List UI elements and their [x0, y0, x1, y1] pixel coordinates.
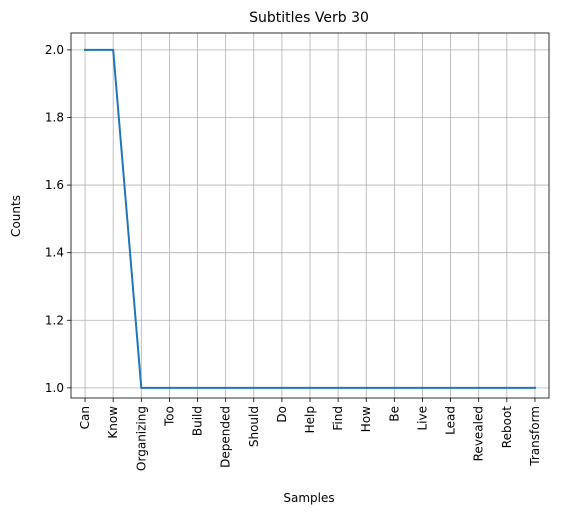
data-point: [140, 386, 143, 389]
y-tick-label: 1.6: [45, 178, 64, 192]
x-tick-label: Depended: [219, 406, 233, 468]
data-point: [477, 386, 480, 389]
data-point: [365, 386, 368, 389]
x-tick-label: Can: [78, 406, 92, 429]
x-axis-title: Samples: [283, 491, 334, 505]
data-point: [196, 386, 199, 389]
data-point: [337, 386, 340, 389]
x-axis-ticks: Can Know Organizing Too Build Depended Should D…: [78, 398, 542, 471]
data-point: [393, 386, 396, 389]
data-point: [533, 386, 536, 389]
x-tick-label: Help: [303, 406, 317, 433]
grid: [71, 33, 549, 398]
y-tick-label: 2.0: [45, 43, 64, 57]
x-tick-label: How: [359, 406, 373, 432]
y-tick-label: 1.4: [45, 246, 64, 260]
x-tick-label: Organizing: [134, 406, 148, 471]
x-tick-label: Be: [387, 406, 401, 422]
x-tick-label: Know: [106, 406, 120, 439]
data-point: [168, 386, 171, 389]
y-axis-ticks: 1.0 1.2 1.4 1.6 1.8 2.0: [45, 43, 71, 395]
data-point: [505, 386, 508, 389]
x-tick-label: Find: [331, 406, 345, 431]
x-tick-label: Live: [415, 406, 429, 431]
chart-title: Subtitles Verb 30: [249, 10, 369, 26]
data-point: [224, 386, 227, 389]
x-tick-label: Build: [191, 406, 205, 436]
data-point: [84, 48, 87, 51]
x-tick-label: Revealed: [472, 406, 486, 461]
y-axis-title: Counts: [9, 195, 23, 237]
x-tick-label: Lead: [444, 406, 458, 435]
series-layer: [84, 48, 536, 389]
data-point: [112, 48, 115, 51]
data-point: [421, 386, 424, 389]
data-point: [280, 386, 283, 389]
x-tick-label: Do: [275, 406, 289, 423]
data-point: [309, 386, 311, 389]
x-tick-label: Too: [162, 406, 176, 427]
x-tick-label: Should: [247, 406, 261, 447]
x-tick-label: Reboot: [500, 406, 514, 448]
y-tick-label: 1.2: [45, 313, 64, 327]
data-point: [449, 386, 452, 389]
x-tick-label: Transform: [528, 406, 542, 467]
y-tick-label: 1.0: [45, 381, 64, 395]
y-tick-label: 1.8: [45, 110, 64, 124]
data-point: [252, 386, 255, 389]
